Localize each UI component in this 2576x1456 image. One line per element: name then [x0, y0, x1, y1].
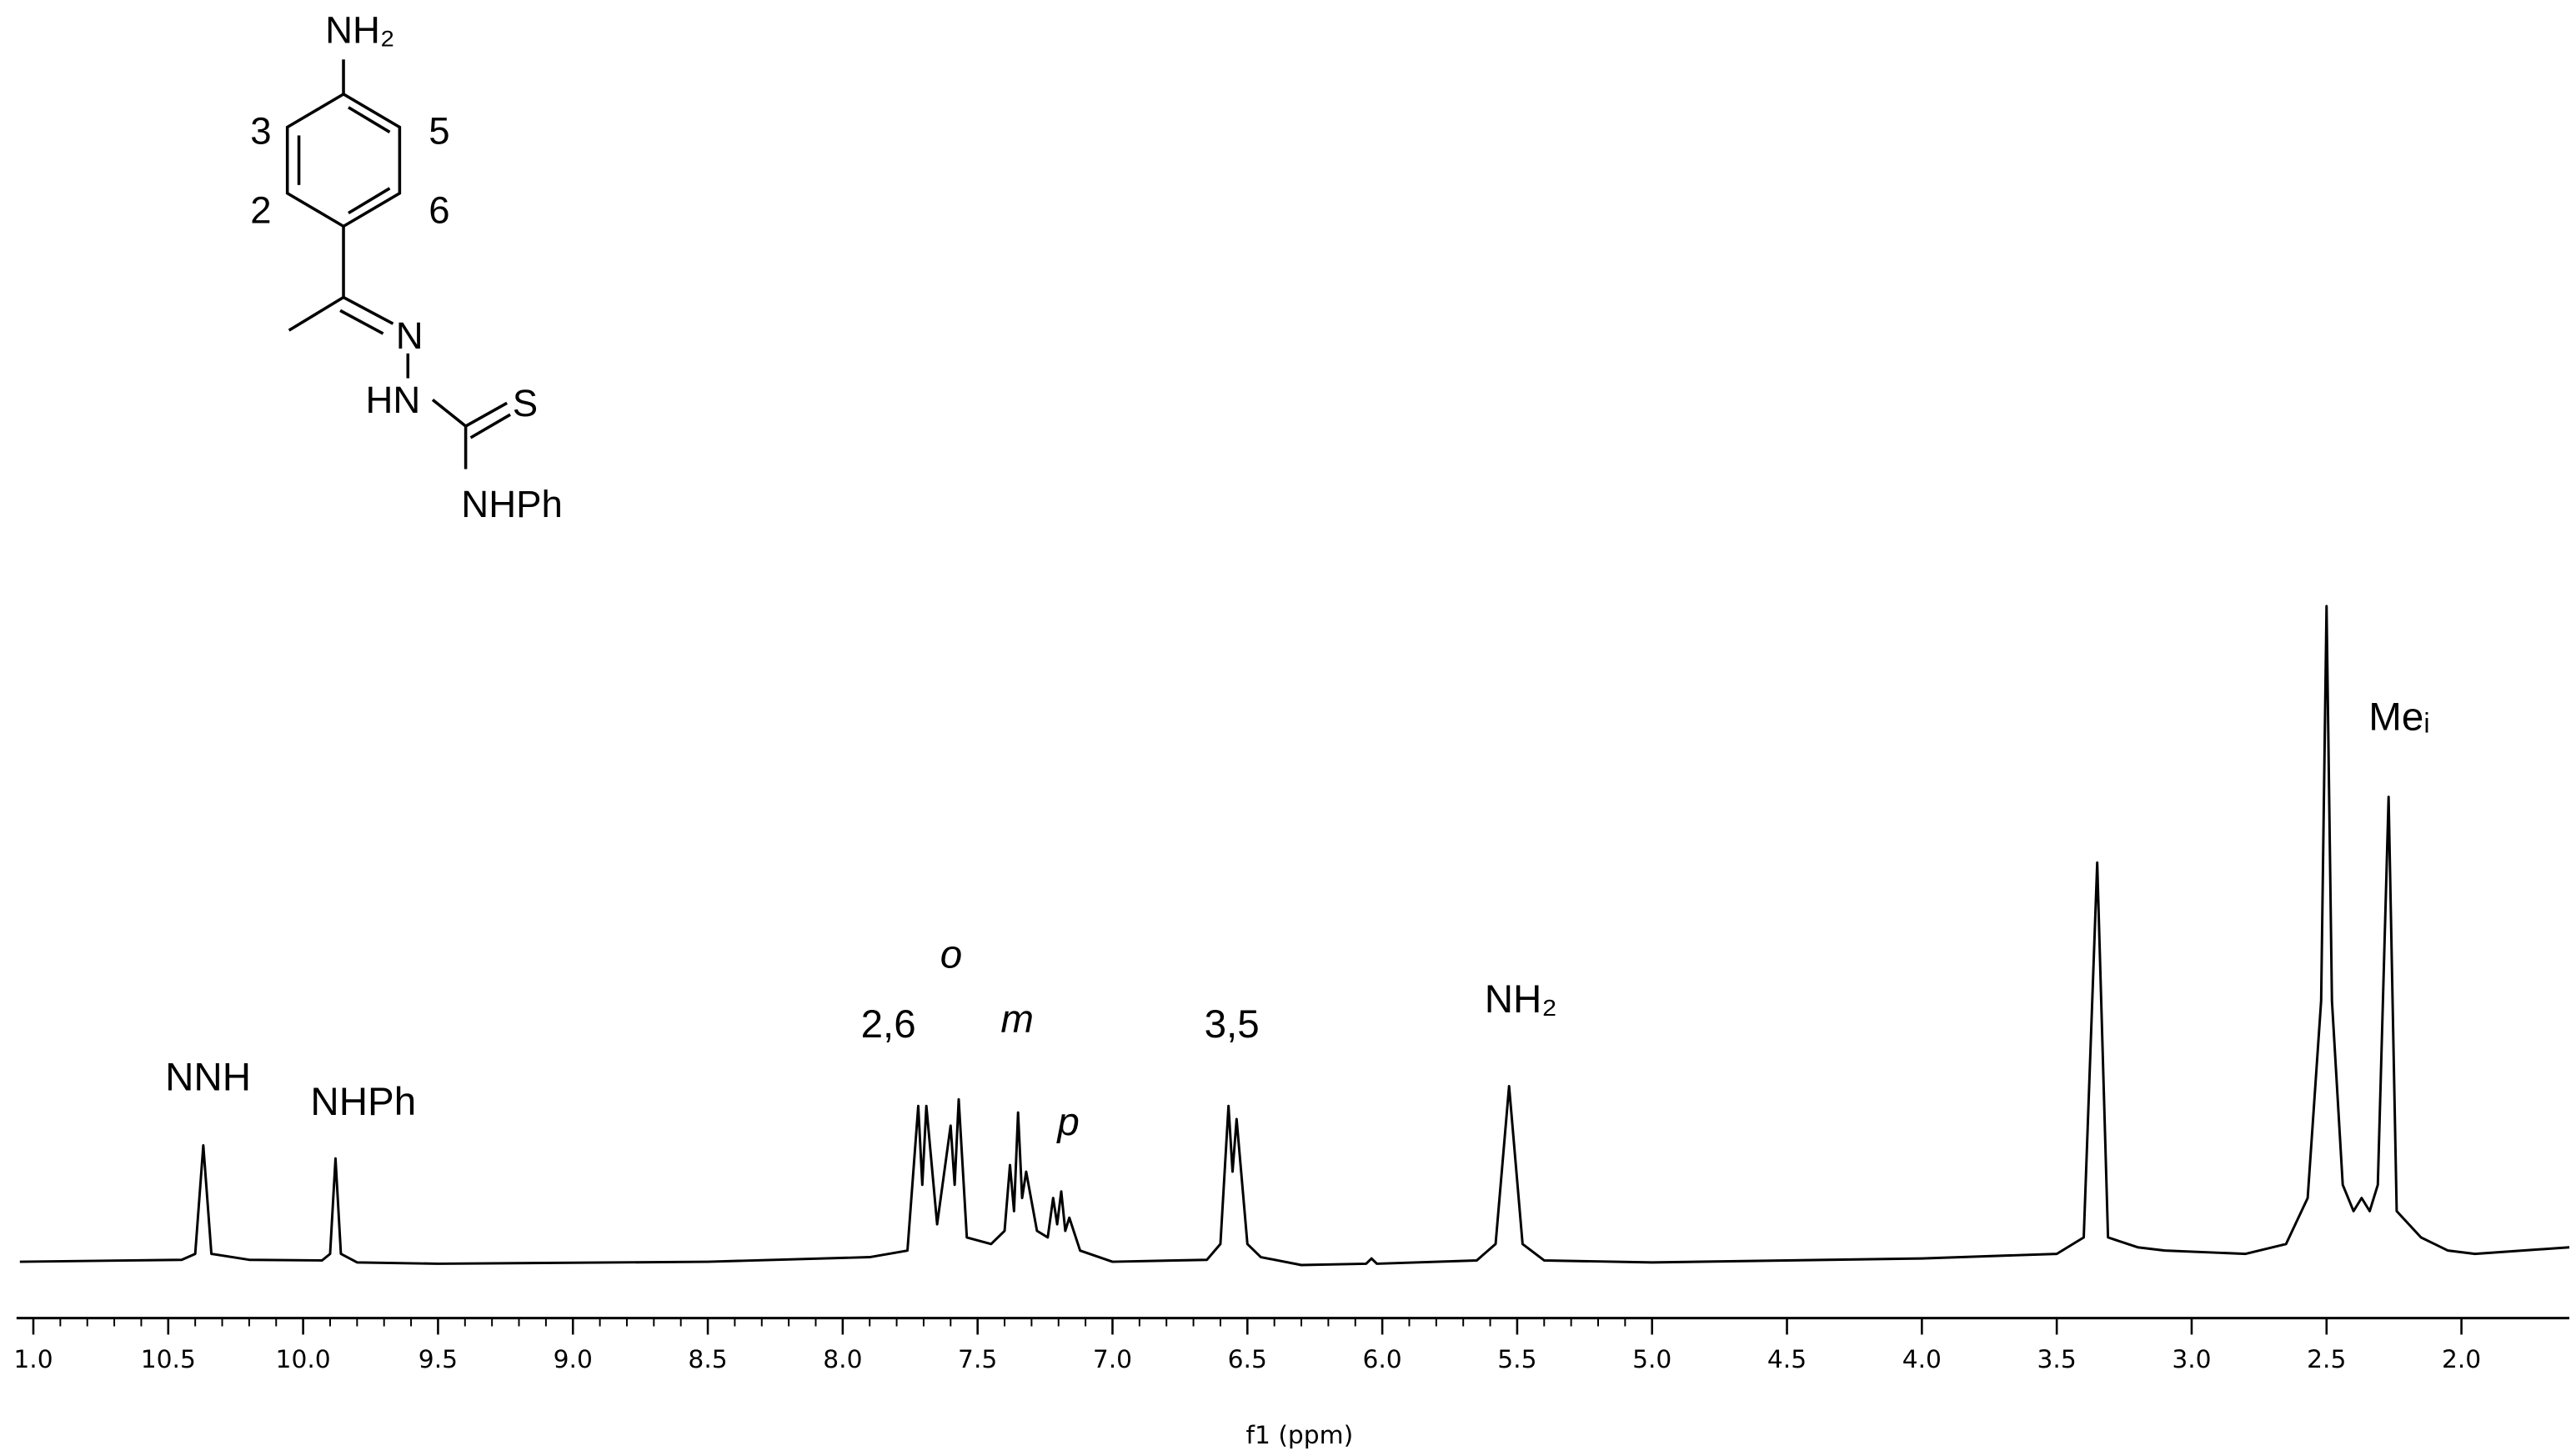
- structure-label: N: [396, 314, 423, 357]
- peak-annotation: o: [940, 933, 962, 977]
- x-tick-label: 9.5: [418, 1345, 458, 1374]
- x-tick-label: 7.5: [958, 1345, 997, 1374]
- x-tick-label: 9.0: [554, 1345, 593, 1374]
- x-tick-label: 7.0: [1093, 1345, 1132, 1374]
- x-tick-label: 6.5: [1228, 1345, 1267, 1374]
- x-tick-label: 5.5: [1497, 1345, 1536, 1374]
- structure-label: 6: [428, 188, 449, 231]
- peak-annotation: p: [1055, 1100, 1079, 1144]
- x-tick-label: 2.5: [2307, 1345, 2346, 1374]
- x-axis-label: f1 (ppm): [1246, 1421, 1354, 1450]
- structure-label: 3: [250, 109, 271, 152]
- x-tick-label: 10.0: [276, 1345, 331, 1374]
- x-tick-label: 6.0: [1362, 1345, 1401, 1374]
- spectrum-line: [19, 605, 2570, 1267]
- x-tick-label: 8.5: [688, 1345, 727, 1374]
- x-tick-label: 3.0: [2172, 1345, 2211, 1374]
- structure-label: HN: [366, 379, 421, 421]
- x-tick-label: 3.5: [2037, 1345, 2077, 1374]
- x-tick-label: 5.0: [1632, 1345, 1671, 1374]
- structure-label: 5: [428, 109, 449, 152]
- structure-label: NHPh: [461, 483, 563, 525]
- peak-annotation: 3,5: [1205, 1002, 1260, 1047]
- peak-annotation: NNH: [165, 1055, 251, 1099]
- peak-annotation: Meᵢ: [2368, 695, 2429, 739]
- structure-label: NH₂: [325, 8, 394, 51]
- x-tick-label: 8.0: [823, 1345, 862, 1374]
- structure-bonds: [285, 59, 511, 469]
- peak-annotation: 2,6: [861, 1002, 916, 1047]
- peak-annotation: m: [1000, 997, 1034, 1042]
- x-tick-label: 10.5: [141, 1345, 196, 1374]
- x-tick-label: 4.5: [1767, 1345, 1807, 1374]
- x-tick-label: 4.0: [1902, 1345, 1942, 1374]
- x-tick-label: 1.0: [13, 1345, 53, 1374]
- structure-label: S: [513, 382, 538, 424]
- peak-annotation: NH₂: [1485, 977, 1557, 1022]
- x-tick-label: 2.0: [2442, 1345, 2481, 1374]
- structure-label: 2: [250, 188, 271, 231]
- peak-annotation: NHPh: [310, 1080, 416, 1124]
